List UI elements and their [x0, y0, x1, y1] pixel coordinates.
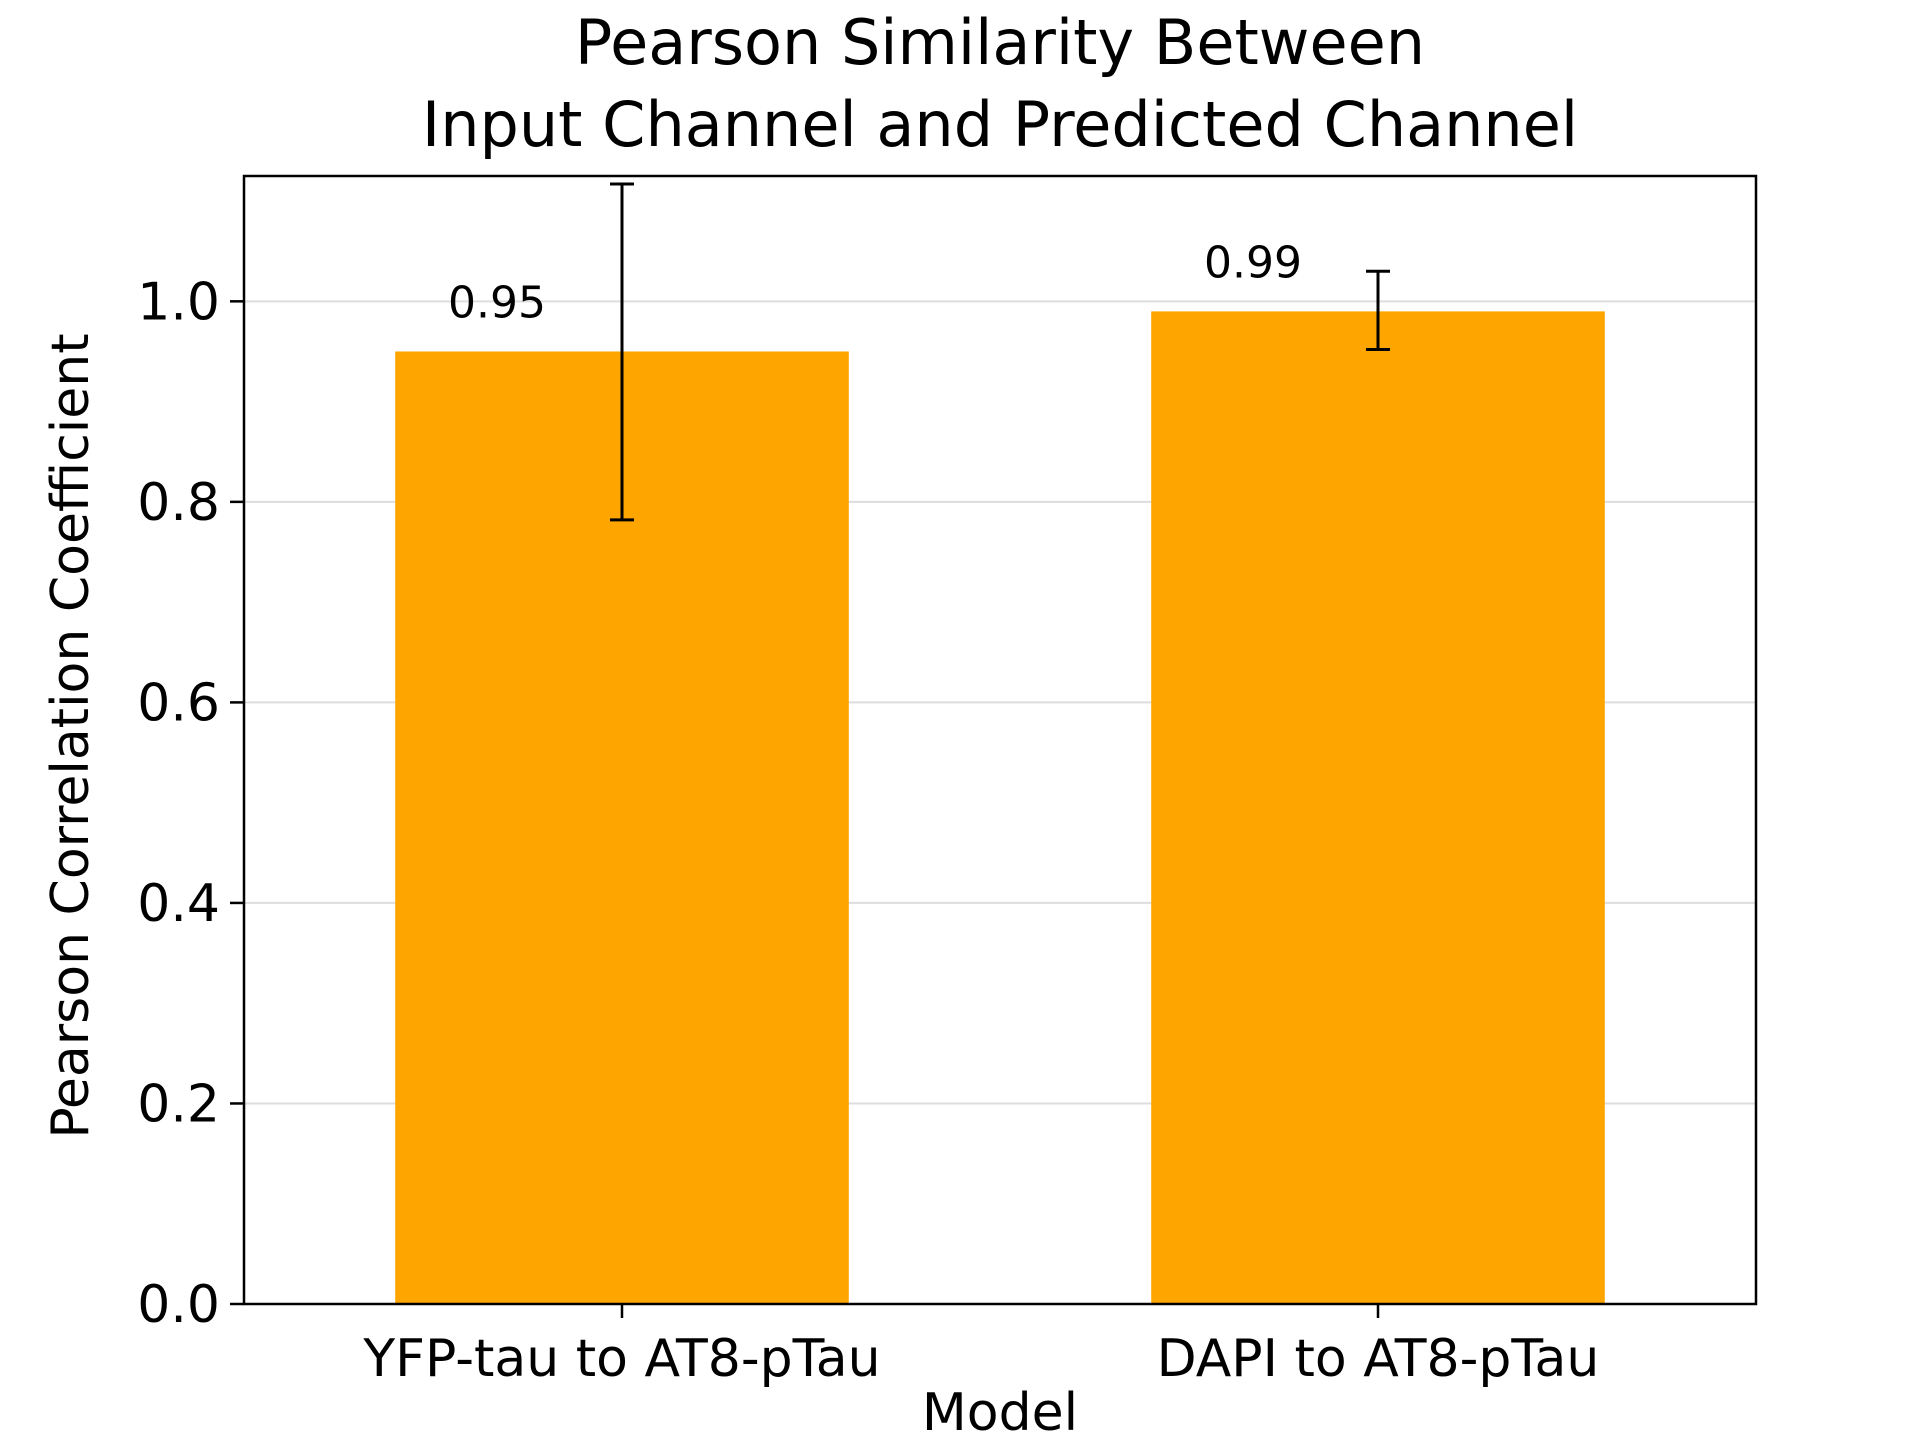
x-axis-ticks: YFP-tau to AT8-pTau DAPI to AT8-pTau [362, 1304, 1599, 1389]
x-tick-label: YFP-tau to AT8-pTau [362, 1329, 880, 1389]
chart-title-line-2: Input Channel and Predicted Channel [422, 88, 1578, 161]
data-labels: 0.95 0.99 [448, 237, 1302, 328]
y-axis-ticks: 0.0 0.2 0.4 0.6 0.8 1.0 [137, 272, 244, 1335]
chart-title-line-1: Pearson Similarity Between [575, 6, 1425, 79]
bars [395, 311, 1605, 1304]
y-tick-label: 0.0 [137, 1275, 220, 1335]
y-tick-label: 0.8 [137, 473, 220, 533]
y-tick-label: 0.2 [137, 1074, 220, 1134]
bar [1151, 311, 1605, 1304]
y-tick-label: 1.0 [137, 272, 220, 332]
x-tick-label: DAPI to AT8-pTau [1157, 1329, 1600, 1389]
data-label: 0.99 [1204, 237, 1302, 288]
plot-frame [242, 174, 1758, 1306]
y-tick-label: 0.6 [137, 673, 220, 733]
error-bars [610, 182, 1390, 522]
x-axis-label: Model [922, 1383, 1078, 1440]
data-label: 0.95 [448, 277, 546, 328]
plot-border [242, 174, 1758, 1306]
y-tick-label: 0.4 [137, 874, 220, 934]
y-axis-label: Pearson Correlation Coefficient [41, 333, 101, 1138]
